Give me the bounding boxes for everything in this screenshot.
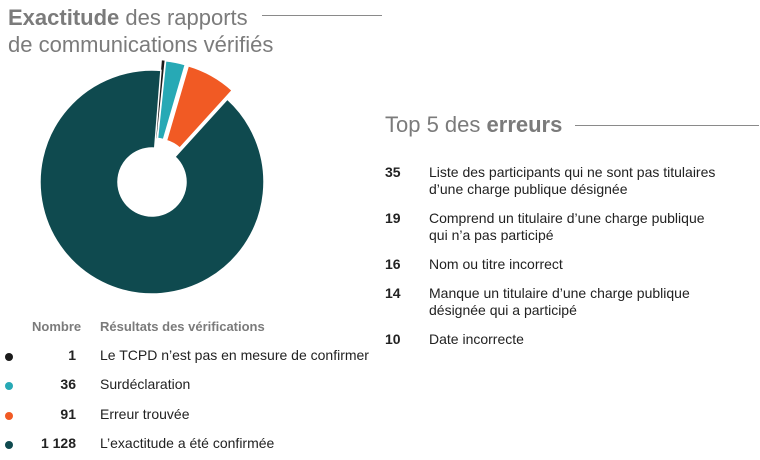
error-text: Liste des participants qui ne sont pas t…: [429, 164, 716, 197]
donut-slice: [156, 59, 187, 141]
legend-label: Le TCPD n’est pas en mesure de confirmer: [100, 347, 369, 363]
error-text: Comprend un titulaire d’une charge publi…: [429, 210, 705, 243]
chart-title: Exactitude des rapports de communication…: [8, 4, 273, 58]
legend-color-dot: [5, 353, 13, 361]
top5-title-bold: erreurs: [486, 112, 563, 137]
donut-slice: [40, 69, 265, 295]
donut-slice: [165, 64, 234, 150]
donut-slice: [155, 60, 165, 139]
legend-count: 36: [60, 376, 76, 392]
top5-title-plain: Top 5 des: [385, 112, 487, 137]
legend-row: 36 Surdéclaration: [0, 376, 380, 396]
legend-color-dot: [5, 412, 13, 420]
error-text: Date incorrecte: [429, 331, 524, 347]
legend-row: 91 Erreur trouvée: [0, 406, 380, 426]
error-text: Nom ou titre incorrect: [429, 256, 563, 272]
error-count: 14: [385, 285, 401, 301]
title-line2: de communications vérifiés: [8, 32, 274, 57]
error-text: Manque un titulaire d’une charge publiqu…: [429, 285, 690, 318]
top5-title: Top 5 des erreurs: [385, 111, 562, 138]
legend-count: 1: [68, 347, 76, 363]
legend-row: 1 128 L’exactitude a été confirmée: [0, 435, 380, 455]
error-count: 10: [385, 331, 401, 347]
legend-row: 1 Le TCPD n’est pas en mesure de confirm…: [0, 347, 380, 367]
legend-label: Erreur trouvée: [100, 406, 190, 422]
legend-count: 1 128: [40, 435, 76, 451]
legend-count-header: Nombre: [32, 319, 82, 334]
error-count: 19: [385, 210, 401, 226]
legend-count: 91: [60, 406, 76, 422]
legend-color-dot: [5, 382, 13, 390]
title-rest: des rapports: [119, 5, 248, 30]
legend-result-header: Résultats des vérifications: [100, 319, 265, 334]
legend-label: L’exactitude a été confirmée: [100, 435, 275, 451]
legend-color-dot: [5, 441, 13, 449]
legend-label: Surdéclaration: [100, 376, 191, 392]
donut-chart: [40, 59, 265, 295]
top5-divider: [575, 125, 759, 126]
error-count: 35: [385, 164, 401, 180]
title-divider: [262, 15, 382, 16]
error-count: 16: [385, 256, 401, 272]
title-bold: Exactitude: [8, 5, 120, 30]
